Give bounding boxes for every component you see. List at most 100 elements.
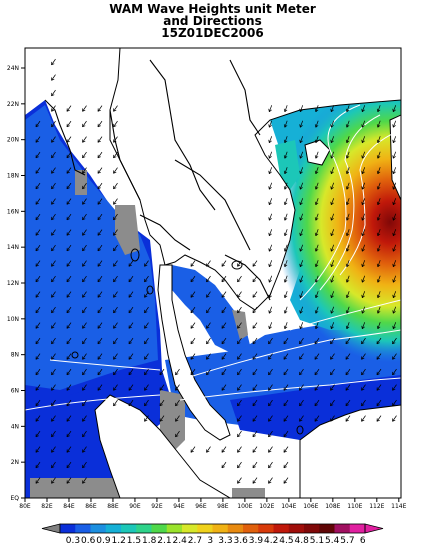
direction-arrow	[283, 260, 288, 268]
direction-arrow	[51, 105, 56, 112]
direction-arrow	[299, 384, 304, 391]
direction-arrow	[97, 198, 103, 205]
direction-arrow	[82, 136, 87, 143]
direction-arrow	[376, 260, 381, 268]
colorbar-swatch	[197, 524, 213, 533]
direction-arrow	[144, 368, 149, 376]
direction-arrow	[35, 353, 41, 360]
direction-arrow	[66, 275, 72, 283]
direction-arrow	[314, 260, 319, 268]
direction-arrow	[97, 229, 103, 236]
direction-arrow	[35, 182, 41, 190]
direction-arrow	[51, 198, 56, 205]
direction-arrow	[283, 461, 289, 469]
direction-arrow	[97, 151, 103, 159]
colorbar-label: 5.4	[325, 536, 340, 546]
direction-arrow	[66, 368, 72, 376]
direction-arrow	[35, 229, 41, 236]
direction-arrow	[221, 260, 227, 267]
direction-arrow	[392, 291, 397, 299]
direction-arrow	[82, 260, 87, 267]
colorbar-label: 5.1	[310, 536, 324, 546]
direction-arrow	[35, 337, 41, 345]
direction-arrow	[345, 322, 350, 330]
direction-arrow	[113, 244, 118, 252]
direction-arrow	[82, 229, 87, 236]
direction-arrow	[361, 353, 366, 360]
direction-arrow	[113, 275, 118, 283]
direction-arrow	[82, 353, 87, 360]
direction-arrow	[299, 260, 304, 268]
direction-arrow	[51, 58, 56, 66]
direction-arrow	[206, 306, 211, 314]
direction-arrow	[268, 260, 273, 268]
direction-arrow	[299, 368, 304, 376]
direction-arrow	[66, 213, 72, 221]
direction-arrow	[392, 337, 397, 345]
direction-arrow	[159, 415, 165, 422]
direction-arrow	[299, 322, 304, 330]
direction-arrow	[299, 229, 304, 237]
direction-arrow	[128, 322, 134, 329]
direction-arrow	[330, 337, 335, 345]
direction-arrow	[237, 368, 242, 376]
direction-arrow	[82, 151, 87, 159]
direction-arrow	[376, 337, 382, 345]
direction-arrow	[345, 167, 350, 175]
direction-arrow	[51, 182, 56, 190]
lat-tick-label: 8N	[11, 352, 19, 359]
lat-tick-label: 22N	[7, 101, 19, 108]
direction-arrow	[97, 260, 103, 267]
direction-arrow	[113, 213, 118, 221]
direction-arrow	[144, 275, 149, 283]
direction-arrow	[345, 337, 351, 345]
direction-arrow	[392, 415, 397, 422]
direction-arrow	[128, 384, 134, 391]
colorbar-label: 3.9	[249, 536, 264, 546]
direction-arrow	[82, 306, 87, 314]
direction-arrow	[376, 322, 381, 330]
direction-arrow	[113, 229, 118, 236]
direction-arrow	[330, 384, 335, 391]
colorbar-swatch	[349, 524, 366, 533]
direction-arrow	[268, 446, 273, 453]
direction-arrow	[268, 322, 273, 330]
direction-arrow	[97, 136, 103, 143]
direction-arrow	[376, 105, 381, 113]
direction-arrow	[144, 415, 149, 422]
direction-arrow	[35, 415, 41, 422]
lat-tick-label: EQ	[10, 495, 19, 502]
colorbar-label: 3	[207, 536, 213, 546]
direction-arrow	[51, 74, 56, 81]
direction-arrow	[268, 244, 273, 252]
direction-arrow	[206, 337, 211, 345]
direction-arrow	[330, 136, 335, 144]
direction-arrow	[268, 415, 273, 422]
direction-arrow	[345, 275, 350, 283]
direction-arrow	[314, 291, 319, 299]
direction-arrow	[128, 337, 134, 345]
colorbar-swatch	[258, 524, 274, 533]
colorbar-swatch	[273, 524, 290, 533]
map-frame	[24, 47, 402, 499]
direction-arrow	[66, 260, 72, 267]
lat-tick-label: 18N	[7, 173, 19, 180]
direction-arrow	[252, 275, 258, 283]
direction-arrow	[376, 353, 382, 360]
direction-arrow	[283, 229, 288, 237]
direction-arrow	[144, 353, 149, 360]
lon-tick-label: 80E	[19, 503, 31, 510]
direction-arrow	[128, 260, 134, 267]
direction-arrow	[330, 120, 335, 128]
direction-arrow	[97, 368, 103, 376]
colorbar-swatch	[243, 524, 259, 533]
direction-arrow	[392, 120, 397, 128]
direction-arrow	[392, 213, 397, 221]
direction-arrow	[392, 275, 397, 283]
direction-arrow	[268, 136, 273, 144]
latitude-axis: EQ 2N 4N 6N 8N 10N 12N 14N 16N 18N 20N 22N 24N	[7, 65, 25, 502]
colorbar-label: 0.6	[81, 536, 96, 546]
direction-arrow	[113, 322, 118, 329]
direction-arrow	[299, 244, 304, 252]
direction-arrow	[361, 306, 366, 314]
